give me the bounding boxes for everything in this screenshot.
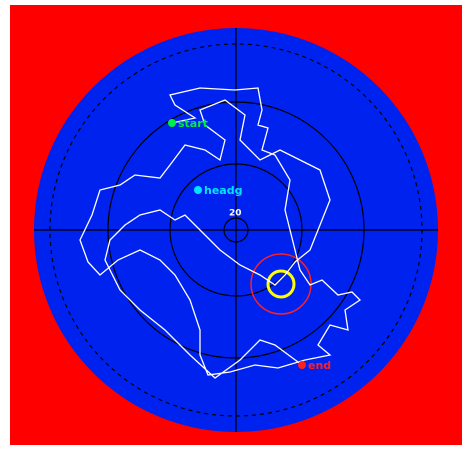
heading-marker [194, 186, 202, 194]
center-label: 20 [229, 209, 242, 219]
trajectory [79, 87, 362, 379]
heading-label: headg [204, 184, 242, 197]
start-label: start [178, 117, 208, 130]
end-marker [298, 361, 306, 369]
platform [266, 269, 296, 299]
start-marker [168, 119, 176, 127]
end-label: end [308, 359, 331, 372]
